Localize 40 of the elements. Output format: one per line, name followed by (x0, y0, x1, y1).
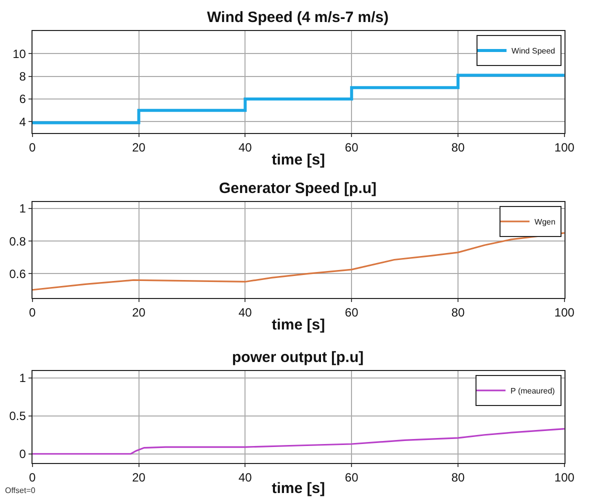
y-tick-label: 0 (19, 447, 26, 462)
x-tick-label: 100 (554, 140, 575, 154)
x-tick-label: 20 (132, 470, 146, 484)
y-tick-label: 8 (19, 70, 26, 84)
x-tick-label: 100 (554, 305, 575, 320)
x-axis-title: time [s] (272, 151, 326, 168)
y-tick-label: 10 (12, 46, 26, 61)
x-tick-label: 0 (29, 140, 36, 154)
y-tick-label: 0.5 (9, 409, 26, 424)
x-tick-label: 0 (29, 305, 36, 320)
chart-title: power output [p.u] (232, 349, 364, 366)
x-tick-label: 0 (29, 470, 36, 484)
text: Offset=0 (5, 486, 36, 495)
y-tick-label: 6 (19, 92, 26, 106)
x-tick-label: 80 (451, 470, 466, 484)
x-tick-label: 40 (238, 140, 252, 154)
line-series (32, 428, 564, 455)
x-tick-label: 80 (451, 140, 466, 154)
x-axis-title: time [s] (272, 316, 326, 334)
x-tick-label: 60 (344, 470, 359, 484)
legend-label: Wgen (534, 218, 556, 227)
y-tick-label: 1 (19, 202, 26, 216)
x-tick-label: 40 (238, 470, 252, 484)
x-tick-label: 20 (132, 140, 146, 154)
x-tick-label: 60 (344, 140, 359, 154)
y-tick-label: 1 (19, 371, 26, 386)
y-tick-label: 0.6 (9, 266, 26, 281)
legend-label: P (meaured) (510, 386, 556, 396)
x-tick-label: 20 (132, 305, 146, 320)
x-tick-label: 40 (238, 305, 252, 320)
line-series (32, 232, 564, 291)
x-tick-label: 100 (554, 470, 575, 484)
chart-title: Generator Speed [p.u] (219, 180, 377, 197)
x-axis-title: time [s] (272, 480, 326, 497)
legend-label: Wind Speed (512, 46, 556, 56)
y-tick-label: 0.8 (9, 234, 26, 248)
x-tick-label: 60 (344, 305, 359, 320)
x-tick-label: 80 (451, 305, 466, 320)
y-tick-label: 4 (19, 114, 26, 129)
chart-title: Wind Speed (4 m/s-7 m/s) (207, 9, 389, 26)
